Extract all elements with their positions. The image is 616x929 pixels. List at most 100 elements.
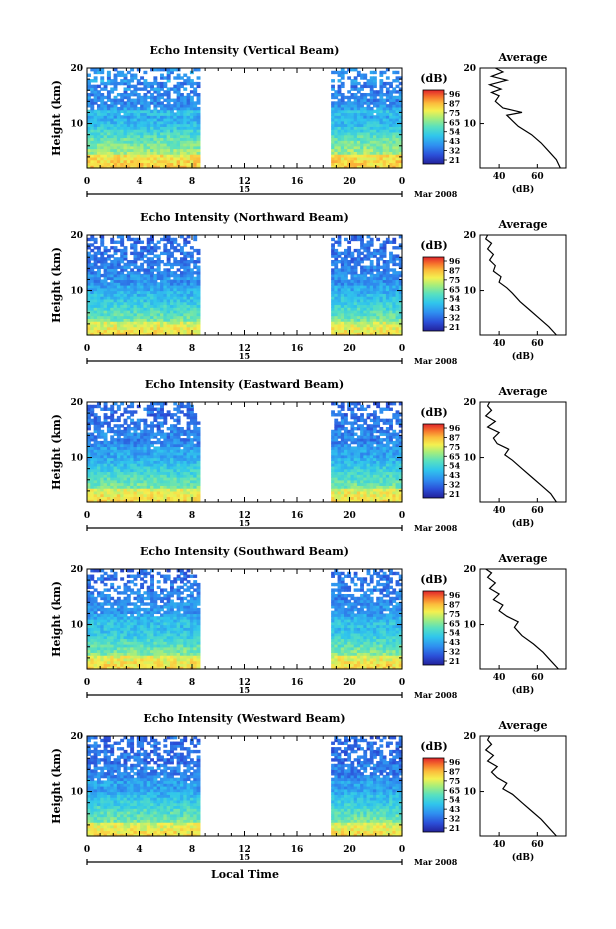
heatmap-cell <box>126 154 131 158</box>
heatmap-cell <box>193 148 198 152</box>
heatmap-cell <box>186 477 191 481</box>
heatmap-cell <box>110 438 115 442</box>
heatmap-cell <box>366 449 371 453</box>
heatmap-cell <box>87 463 91 467</box>
heatmap-cell <box>331 159 335 164</box>
heatmap-cell <box>183 260 188 264</box>
heatmap-cell <box>96 95 101 100</box>
heatmap-cell <box>356 112 361 116</box>
heatmap-cell <box>113 452 118 456</box>
heatmap-cell <box>363 477 368 481</box>
heatmap-cell <box>106 429 111 434</box>
heatmap-cell <box>334 457 339 461</box>
heatmap-cell <box>189 477 194 481</box>
heatmap-cell <box>337 145 342 150</box>
heatmap-cell <box>163 443 168 448</box>
heatmap-cell <box>170 290 174 294</box>
heatmap-cell <box>392 312 397 317</box>
heatmap-cell <box>385 87 390 91</box>
heatmap-cell <box>196 435 201 439</box>
heatmap-cell <box>90 332 95 336</box>
heatmap-cell <box>382 115 387 119</box>
heatmap-cell <box>123 145 128 150</box>
heatmap-cell <box>350 140 355 144</box>
heatmap-cell <box>176 301 181 306</box>
heatmap-cell <box>353 260 358 264</box>
heatmap-cell <box>140 240 145 244</box>
heatmap-cell <box>96 156 101 161</box>
heatmap-cell <box>360 240 364 244</box>
heatmap-cell <box>100 488 105 492</box>
heatmap-cell <box>116 304 121 308</box>
heatmap-cell <box>130 454 135 459</box>
heatmap-cell <box>133 290 138 294</box>
heatmap-cell <box>340 446 345 450</box>
heatmap-cell <box>90 329 95 333</box>
heatmap-cell <box>385 490 390 495</box>
heatmap-cell <box>123 140 128 144</box>
heatmap-cell <box>140 471 145 475</box>
heatmap-cell <box>369 296 374 300</box>
heatmap-cell <box>369 285 374 289</box>
heatmap-cell <box>331 301 335 306</box>
heatmap-cell <box>392 148 397 152</box>
heatmap-cell <box>143 329 148 333</box>
heatmap-cell <box>130 287 135 292</box>
heatmap-cell <box>363 243 368 247</box>
heatmap-cell <box>379 131 384 136</box>
heatmap-cell <box>334 329 339 333</box>
heatmap-cell <box>153 287 158 292</box>
heatmap-cell <box>186 312 191 317</box>
heatmap-cell <box>96 310 101 314</box>
heatmap-cell <box>392 287 397 292</box>
heatmap-cell <box>93 120 98 125</box>
heatmap-cell <box>395 474 400 478</box>
heatmap-cell <box>103 293 108 297</box>
heatmap-cell <box>143 435 148 439</box>
heatmap-cell <box>153 131 158 136</box>
heatmap-cell <box>382 145 387 150</box>
heatmap-cell <box>350 479 355 484</box>
heatmap-cell <box>113 109 118 114</box>
heatmap-cell <box>340 165 345 169</box>
heatmap-cell <box>344 262 348 267</box>
heatmap-cell <box>389 499 393 503</box>
heatmap-cell <box>369 471 374 475</box>
heatmap-cell <box>150 315 154 319</box>
heatmap-cell <box>344 237 348 242</box>
heatmap-cell <box>153 165 158 169</box>
heatmap-cell <box>376 496 381 500</box>
heatmap-cell <box>189 493 194 498</box>
heatmap-cell <box>353 104 358 108</box>
heatmap-cell <box>398 471 403 475</box>
heatmap-cell <box>179 496 184 500</box>
heatmap-cell <box>176 95 181 100</box>
heatmap-cell <box>130 98 135 102</box>
heatmap-cell <box>363 298 368 303</box>
heatmap-cell <box>189 90 194 94</box>
heatmap-cell <box>360 465 364 470</box>
heatmap-cell <box>196 98 201 102</box>
heatmap-cell <box>93 148 98 152</box>
heatmap-cell <box>344 440 348 445</box>
heatmap-cell <box>360 148 364 152</box>
heatmap-cell <box>120 101 125 105</box>
heatmap-cell <box>353 79 358 83</box>
heatmap-cell <box>106 265 111 269</box>
heatmap-cell <box>350 276 355 281</box>
heatmap-cell <box>379 312 384 317</box>
heatmap-cell <box>340 68 345 72</box>
heatmap-cell <box>369 443 374 448</box>
heatmap-cell <box>126 435 131 439</box>
heatmap-cell <box>166 248 171 253</box>
heatmap-cell <box>150 490 154 495</box>
heatmap-cell <box>366 126 371 130</box>
heatmap-cell <box>93 156 98 161</box>
heatmap-cell <box>186 301 191 306</box>
heatmap-cell <box>363 282 368 286</box>
heatmap-cell <box>360 95 364 100</box>
heatmap-cell <box>106 482 111 486</box>
heatmap-cell <box>385 479 390 484</box>
heatmap-cell <box>376 424 381 428</box>
heatmap-cell <box>350 457 355 461</box>
